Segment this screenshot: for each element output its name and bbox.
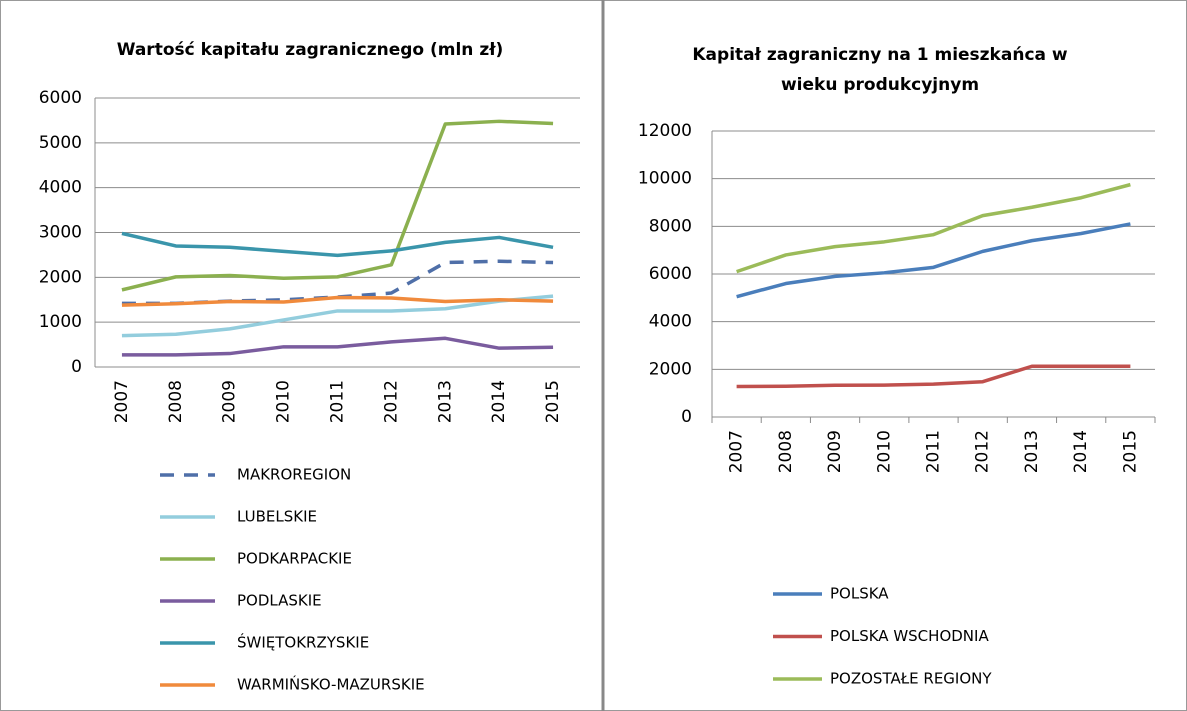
y-tick-label: 4000 bbox=[649, 312, 692, 332]
y-tick-label: 2000 bbox=[649, 359, 692, 379]
series-line bbox=[121, 231, 554, 258]
x-tick-label: 2011 bbox=[924, 430, 944, 473]
chart-title: Kapitał zagraniczny na 1 mieszkańca w wi… bbox=[692, 45, 1068, 95]
y-tick-label: 2000 bbox=[39, 267, 82, 287]
y-tick-label: 6000 bbox=[39, 88, 82, 108]
y-tick-label: 0 bbox=[71, 357, 82, 377]
x-tick-label: 2013 bbox=[435, 380, 455, 423]
y-tick-label: 8000 bbox=[649, 216, 692, 236]
y-tick-label: 1000 bbox=[39, 312, 82, 332]
x-tick-label: 2014 bbox=[1071, 430, 1091, 473]
series-line bbox=[736, 182, 1131, 274]
x-tick-label: 2008 bbox=[776, 430, 796, 473]
legend-label: POLSKA bbox=[830, 585, 889, 603]
y-tick-label: 3000 bbox=[39, 223, 82, 243]
chart-title: Wartość kapitału zagranicznego (mln zł) bbox=[116, 40, 504, 60]
legend-label: WARMIŃSKO-MAZURSKIE bbox=[237, 675, 425, 694]
x-tick-label: 2009 bbox=[825, 430, 845, 473]
legend-label: PODLASKIE bbox=[237, 592, 322, 610]
x-tick-label: 2012 bbox=[973, 430, 993, 473]
x-tick-label: 2015 bbox=[543, 380, 563, 423]
y-tick-label: 0 bbox=[681, 407, 692, 427]
series-line bbox=[121, 336, 554, 357]
x-tick-label: 2010 bbox=[274, 380, 294, 423]
x-tick-label: 2015 bbox=[1120, 430, 1140, 473]
series-line bbox=[121, 119, 554, 292]
legend-label: PODKARPACKIE bbox=[237, 550, 352, 568]
legend-label: MAKROREGION bbox=[237, 466, 351, 484]
legend-label: LUBELSKIE bbox=[237, 508, 317, 526]
x-tick-label: 2007 bbox=[112, 380, 132, 423]
legend-label: POLSKA WSCHODNIA bbox=[830, 627, 989, 645]
y-tick-label: 6000 bbox=[649, 264, 692, 284]
x-tick-label: 2010 bbox=[874, 430, 894, 473]
y-tick-label: 10000 bbox=[638, 169, 692, 189]
series-line bbox=[736, 364, 1131, 389]
x-tick-label: 2013 bbox=[1022, 430, 1042, 473]
series-line bbox=[121, 295, 554, 307]
series-line bbox=[736, 222, 1131, 299]
y-tick-label: 5000 bbox=[39, 133, 82, 153]
y-tick-label: 12000 bbox=[638, 121, 692, 141]
legend-label: POZOSTAŁE REGIONY bbox=[830, 670, 992, 688]
series-line bbox=[121, 259, 554, 306]
x-tick-label: 2014 bbox=[489, 380, 509, 423]
x-tick-label: 2011 bbox=[328, 380, 348, 423]
x-tick-label: 2008 bbox=[166, 380, 186, 423]
legend-label: ŚWIĘTOKRZYSKIE bbox=[237, 633, 369, 652]
series-line bbox=[121, 294, 554, 338]
x-tick-label: 2012 bbox=[381, 380, 401, 423]
y-tick-label: 4000 bbox=[39, 178, 82, 198]
x-tick-label: 2009 bbox=[220, 380, 240, 423]
x-tick-label: 2007 bbox=[727, 430, 747, 473]
